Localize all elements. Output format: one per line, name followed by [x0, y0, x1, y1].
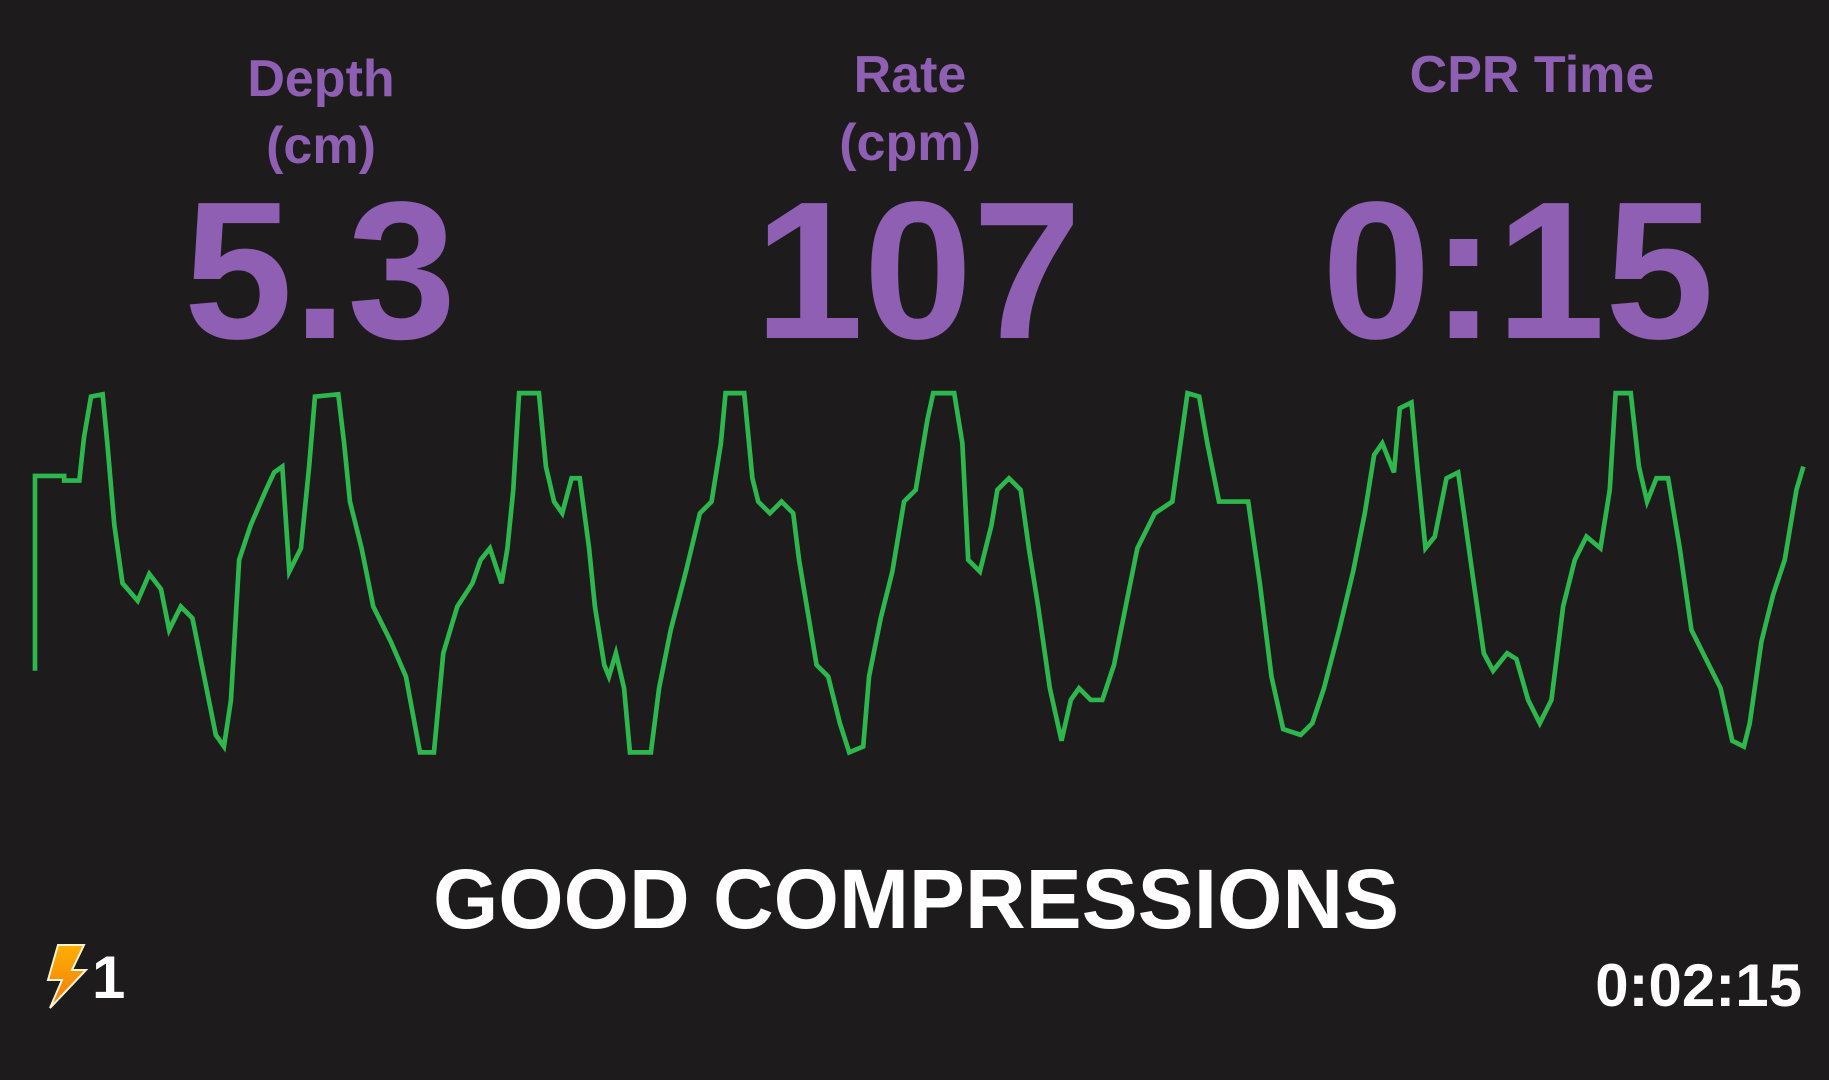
compression-waveform: [32, 390, 1806, 756]
metric-value: 5.3: [184, 161, 456, 380]
elapsed-time: 0:02:15: [1595, 952, 1802, 1019]
metric-label: Depth: [247, 50, 394, 108]
status-message: GOOD COMPRESSIONS: [433, 852, 1399, 946]
metric-unit: (cm): [266, 117, 376, 175]
shock-count: 1: [92, 944, 125, 1011]
shock-icon: [46, 944, 89, 1009]
waveform: [32, 390, 1806, 756]
metric-label: Rate: [854, 46, 967, 104]
metric-value: 0:15: [1322, 161, 1714, 380]
metric-label: CPR Time: [1410, 46, 1655, 104]
metric-unit: (cpm): [839, 114, 981, 172]
metric-value: 107: [754, 161, 1081, 380]
